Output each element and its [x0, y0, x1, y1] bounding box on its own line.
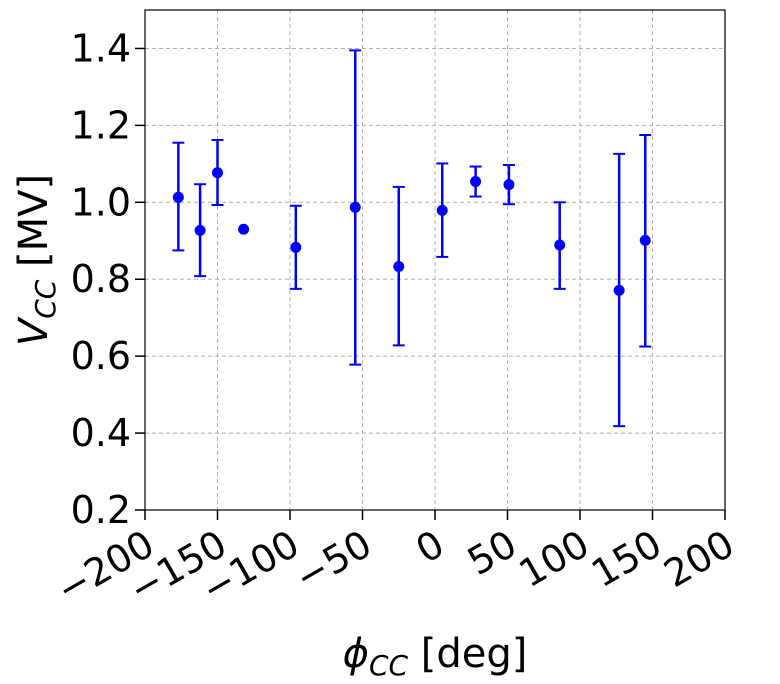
data-point — [639, 234, 651, 246]
y-tick-label: 0.4 — [71, 411, 131, 455]
data-markers — [172, 167, 651, 296]
x-tick-label: 200 — [657, 522, 742, 596]
data-point — [436, 204, 448, 216]
data-point — [194, 224, 206, 236]
y-axis-label-subscript: CC — [29, 279, 62, 319]
x-tick-label: −50 — [288, 522, 379, 600]
x-axis-label-unit: [deg] — [421, 631, 528, 677]
data-point — [172, 191, 184, 203]
y-axis-label-unit: [MV] — [11, 174, 57, 267]
data-point — [554, 239, 566, 251]
data-point — [393, 261, 405, 273]
plot-frame — [144, 9, 726, 511]
y-axis-label-space — [11, 267, 57, 280]
data-point — [613, 284, 625, 296]
x-tick-label: 50 — [460, 522, 524, 584]
data-point — [212, 167, 223, 179]
data-point — [503, 179, 515, 191]
x-axis-label-space — [408, 631, 421, 677]
y-tick-label: 0.2 — [71, 488, 131, 532]
error-bars — [172, 49, 652, 428]
y-tick-label: 0.8 — [71, 257, 131, 301]
data-point — [349, 201, 361, 213]
x-tick-label: 0 — [409, 522, 452, 572]
y-tick-label: 1.2 — [71, 103, 131, 147]
x-axis-label-symbol: ϕ — [343, 631, 369, 677]
x-axis-label-subscript: CC — [369, 649, 409, 682]
data-point — [470, 176, 482, 188]
y-axis-ticks: 0.2 0.4 0.6 0.8 1.0 1.2 1.4 — [71, 26, 145, 532]
x-axis-label: ϕCC [deg] — [343, 631, 528, 682]
data-point — [238, 223, 250, 235]
y-tick-label: 1.4 — [71, 26, 131, 70]
y-tick-label: 1.0 — [71, 180, 131, 224]
grid — [145, 10, 725, 510]
y-axis-label-symbol: V — [11, 316, 57, 346]
y-tick-label: 0.6 — [71, 334, 131, 378]
data-point — [290, 241, 302, 253]
y-axis-label: VCC [MV] — [11, 174, 62, 346]
